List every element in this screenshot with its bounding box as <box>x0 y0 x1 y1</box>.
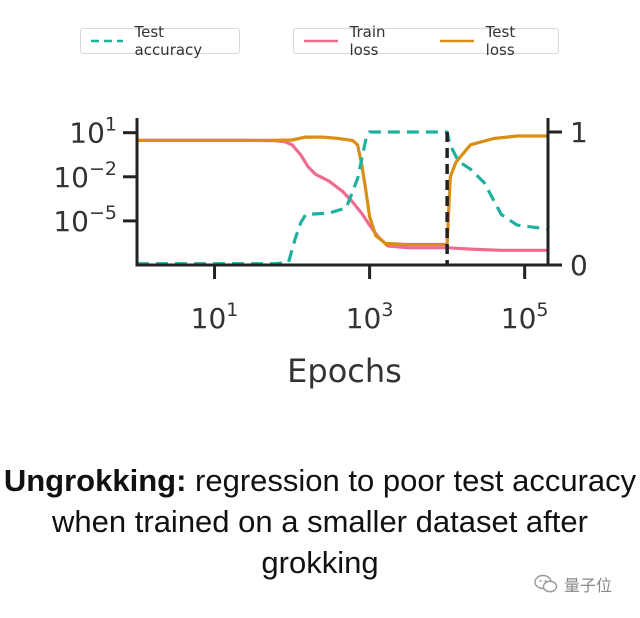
y-left-tick-label: 101 <box>69 114 117 150</box>
y-left-tick-label: 10−2 <box>53 158 117 194</box>
series-line-test-accuracy <box>137 130 549 266</box>
legend-label-test-loss: Test loss <box>485 23 516 59</box>
series-line-test-loss <box>137 134 548 247</box>
x-tick-label: 105 <box>501 299 549 335</box>
legend-swatch-train-loss <box>304 39 338 43</box>
wechat-icon <box>534 574 558 593</box>
legend-box-accuracy: Test accuracy <box>80 23 240 59</box>
y-left-tick-label: 10−5 <box>53 202 117 238</box>
watermark: 量子位 <box>534 572 612 596</box>
legend-item-train-loss: Train loss <box>304 23 418 59</box>
legend-item-test-loss: Test loss <box>440 23 548 59</box>
legend-swatch-test-accuracy <box>91 39 123 43</box>
x-tick-label: 101 <box>191 299 239 335</box>
legend-label-test-accuracy: Test accuracy <box>134 23 203 59</box>
watermark-text: 量子位 <box>563 576 612 595</box>
x-tick-label: 103 <box>346 299 394 335</box>
y-right-tick-label: 1 <box>570 116 588 149</box>
x-axis-label: Epochs <box>287 352 402 390</box>
caption-text: regression to poor test accuracy when tr… <box>52 463 637 580</box>
caption: Ungrokking: regression to poor test accu… <box>0 460 640 583</box>
legend-box-loss: Train loss Test loss <box>293 23 559 59</box>
legend-swatch-test-loss <box>440 39 474 43</box>
y-right-tick-label: 0 <box>570 249 588 282</box>
series-line-train-loss <box>137 138 548 252</box>
legend-label-train-loss: Train loss <box>349 23 386 59</box>
legend-item-test-accuracy: Test accuracy <box>91 23 229 59</box>
caption-bold: Ungrokking: <box>3 463 187 498</box>
